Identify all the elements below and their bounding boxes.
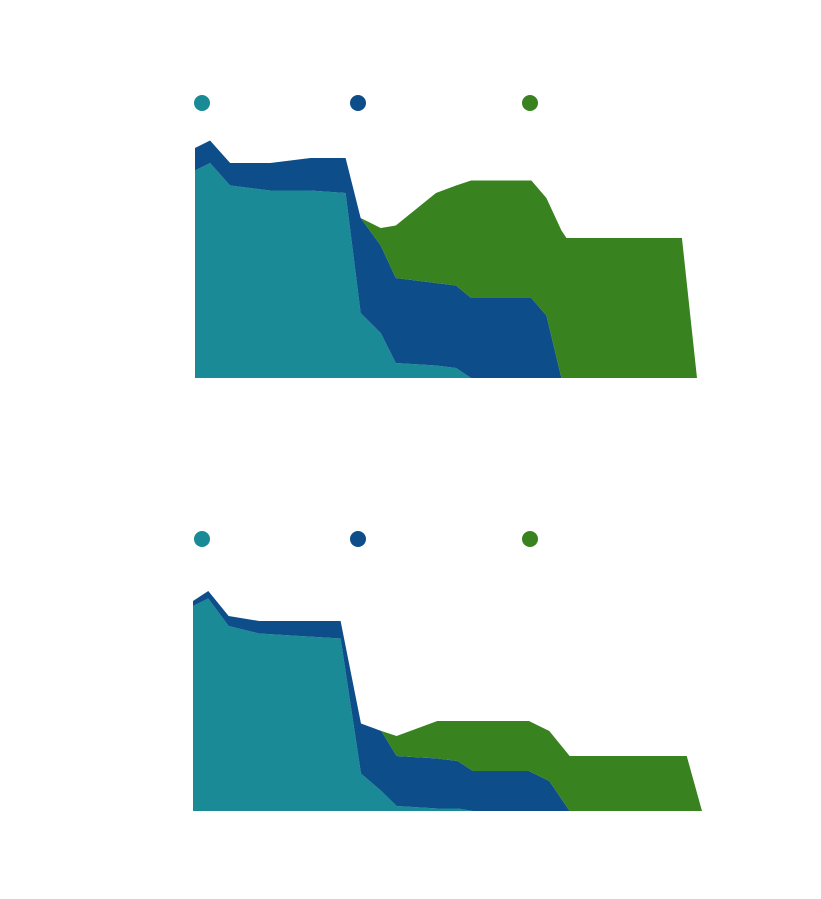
area-series-1 bbox=[195, 163, 697, 378]
area-series-3 bbox=[193, 591, 702, 811]
area-series-2 bbox=[195, 140, 697, 378]
chart-1 bbox=[194, 95, 697, 378]
chart-2 bbox=[193, 531, 702, 811]
area-series-1 bbox=[193, 598, 702, 811]
area-series-3 bbox=[195, 140, 697, 378]
legend-marker-series-1[interactable] bbox=[194, 95, 210, 111]
legend-marker-series-2[interactable] bbox=[350, 531, 366, 547]
legend-marker-series-3[interactable] bbox=[522, 531, 538, 547]
legend-marker-series-3[interactable] bbox=[522, 95, 538, 111]
area-series-2 bbox=[193, 591, 702, 811]
legend-marker-series-1[interactable] bbox=[194, 531, 210, 547]
legend-marker-series-2[interactable] bbox=[350, 95, 366, 111]
